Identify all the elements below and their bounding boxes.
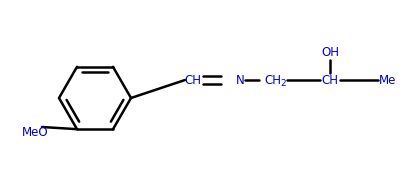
Text: Me: Me bbox=[379, 74, 397, 87]
Text: 2: 2 bbox=[280, 79, 286, 89]
Text: CH: CH bbox=[321, 74, 339, 87]
Text: CH: CH bbox=[264, 74, 282, 87]
Text: OH: OH bbox=[321, 45, 339, 58]
Text: CH: CH bbox=[185, 74, 202, 87]
Text: MeO: MeO bbox=[22, 127, 49, 139]
Text: N: N bbox=[236, 74, 244, 87]
